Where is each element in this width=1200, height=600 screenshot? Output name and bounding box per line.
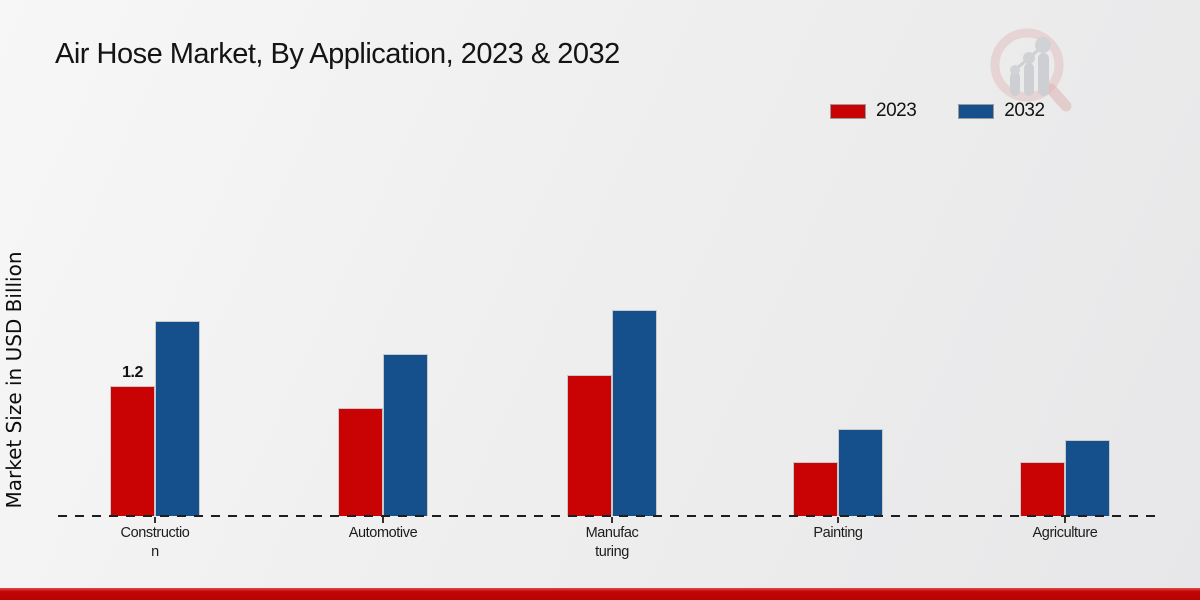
bar-2032-painting xyxy=(838,429,883,516)
legend-label-2032: 2032 xyxy=(1004,100,1045,121)
x-axis-line xyxy=(58,515,1158,517)
legend-swatch-2032 xyxy=(958,103,995,119)
bar-2023-automotive xyxy=(338,408,383,516)
y-axis-label: Market Size in USD Billion xyxy=(2,251,26,509)
x-category-label-agriculture: Agriculture xyxy=(1032,525,1098,541)
bar-2032-automotive xyxy=(383,354,428,516)
x-axis-tick xyxy=(837,517,839,523)
bar-2032-manufacturing xyxy=(612,310,657,516)
bar-value-label: 1.2 xyxy=(122,364,143,381)
legend-item-2032: 2032 xyxy=(958,100,1045,122)
x-category-label-painting: Painting xyxy=(813,525,863,541)
legend-item-2023: 2023 xyxy=(830,100,917,122)
x-axis-tick xyxy=(154,517,156,523)
bar-2023-agriculture xyxy=(1020,462,1065,516)
x-category-label-automotive: Automotive xyxy=(348,525,418,541)
legend-label-2023: 2023 xyxy=(876,100,917,121)
x-axis-tick xyxy=(611,517,613,523)
x-axis-tick xyxy=(1064,517,1066,523)
mrfr-logo-watermark-icon xyxy=(990,28,1072,112)
bar-2023-painting xyxy=(793,462,838,516)
x-axis-tick xyxy=(382,517,384,523)
chart-title: Air Hose Market, By Application, 2023 & … xyxy=(55,38,620,70)
legend: 2023 2032 xyxy=(830,100,1045,122)
x-category-label-construction: Constructio n xyxy=(120,525,190,560)
bar-2032-agriculture xyxy=(1065,440,1110,516)
bottom-accent-bar xyxy=(0,588,1200,600)
legend-swatch-2023 xyxy=(830,103,866,119)
bar-2023-manufacturing xyxy=(567,375,612,516)
bar-2032-construction xyxy=(155,321,200,516)
x-category-label-manufacturing: Manufac turing xyxy=(585,525,639,560)
bar-2023-construction xyxy=(110,386,155,516)
